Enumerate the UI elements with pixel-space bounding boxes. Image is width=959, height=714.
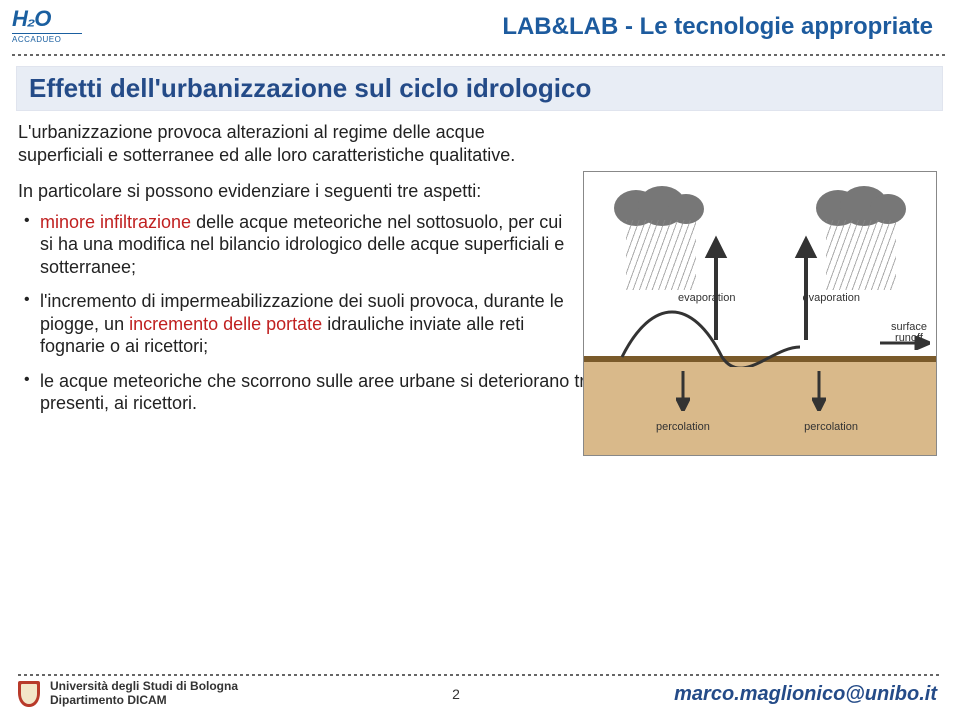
bullet-highlight: incremento delle portate <box>129 314 322 334</box>
percolation-arrow-icon <box>676 371 690 411</box>
rain-icon <box>626 220 696 290</box>
intro-paragraph: L'urbanizzazione provoca alterazioni al … <box>18 121 565 166</box>
water-cycle-diagram: evaporation evaporation surface runoff p… <box>583 171 937 456</box>
percolation-label: percolation <box>804 421 858 433</box>
evaporation-label: evaporation <box>803 292 861 304</box>
evaporation-arrow-icon <box>786 230 826 350</box>
slide-title: Effetti dell'urbanizzazione sul ciclo id… <box>29 73 930 104</box>
rain-icon <box>826 220 896 290</box>
department-name: Dipartimento DICAM <box>50 694 238 708</box>
footer-divider <box>18 674 941 676</box>
evaporation-arrow-icon <box>696 230 736 350</box>
slide-footer: Università degli Studi di Bologna Dipart… <box>0 670 959 714</box>
list-item: minore infiltrazione delle acque meteori… <box>22 211 565 279</box>
author-email: marco.maglionico@unibo.it <box>674 683 941 706</box>
runoff-label: surface runoff <box>886 322 932 344</box>
bullet-post: presenti, ai ricettori. <box>40 393 197 413</box>
content-area: L'urbanizzazione provoca alterazioni al … <box>0 121 959 464</box>
bullet-list: minore infiltrazione delle acque meteori… <box>18 211 565 415</box>
university-name: Università degli Studi di Bologna <box>50 680 238 694</box>
slide-title-box: Effetti dell'urbanizzazione sul ciclo id… <box>16 66 943 111</box>
slide-header: H₂O ACCADUEO LAB&LAB - Le tecnologie app… <box>0 0 959 50</box>
ground-region <box>584 356 936 455</box>
bullet-highlight: minore infiltrazione <box>40 212 191 232</box>
logo-text: H₂O <box>12 6 82 32</box>
header-title: LAB&LAB - Le tecnologie appropriate <box>100 13 947 41</box>
percolation-arrow-icon <box>812 371 826 411</box>
university-block: Università degli Studi di Bologna Dipart… <box>50 680 238 708</box>
h2o-logo: H₂O ACCADUEO <box>12 6 82 48</box>
diagram-column: evaporation evaporation surface runoff p… <box>579 121 941 456</box>
aspects-intro: In particolare si possono evidenziare i … <box>18 180 565 203</box>
logo-subtext: ACCADUEO <box>12 33 82 44</box>
evaporation-label: evaporation <box>678 292 736 304</box>
text-column: L'urbanizzazione provoca alterazioni al … <box>18 121 565 456</box>
percolation-label: percolation <box>656 421 710 433</box>
header-divider <box>12 54 947 56</box>
list-item: l'incremento di impermeabilizzazione dei… <box>22 290 565 358</box>
university-crest-icon <box>18 681 40 707</box>
footer-row: Università degli Studi di Bologna Dipart… <box>18 680 941 708</box>
page-number: 2 <box>248 686 664 702</box>
